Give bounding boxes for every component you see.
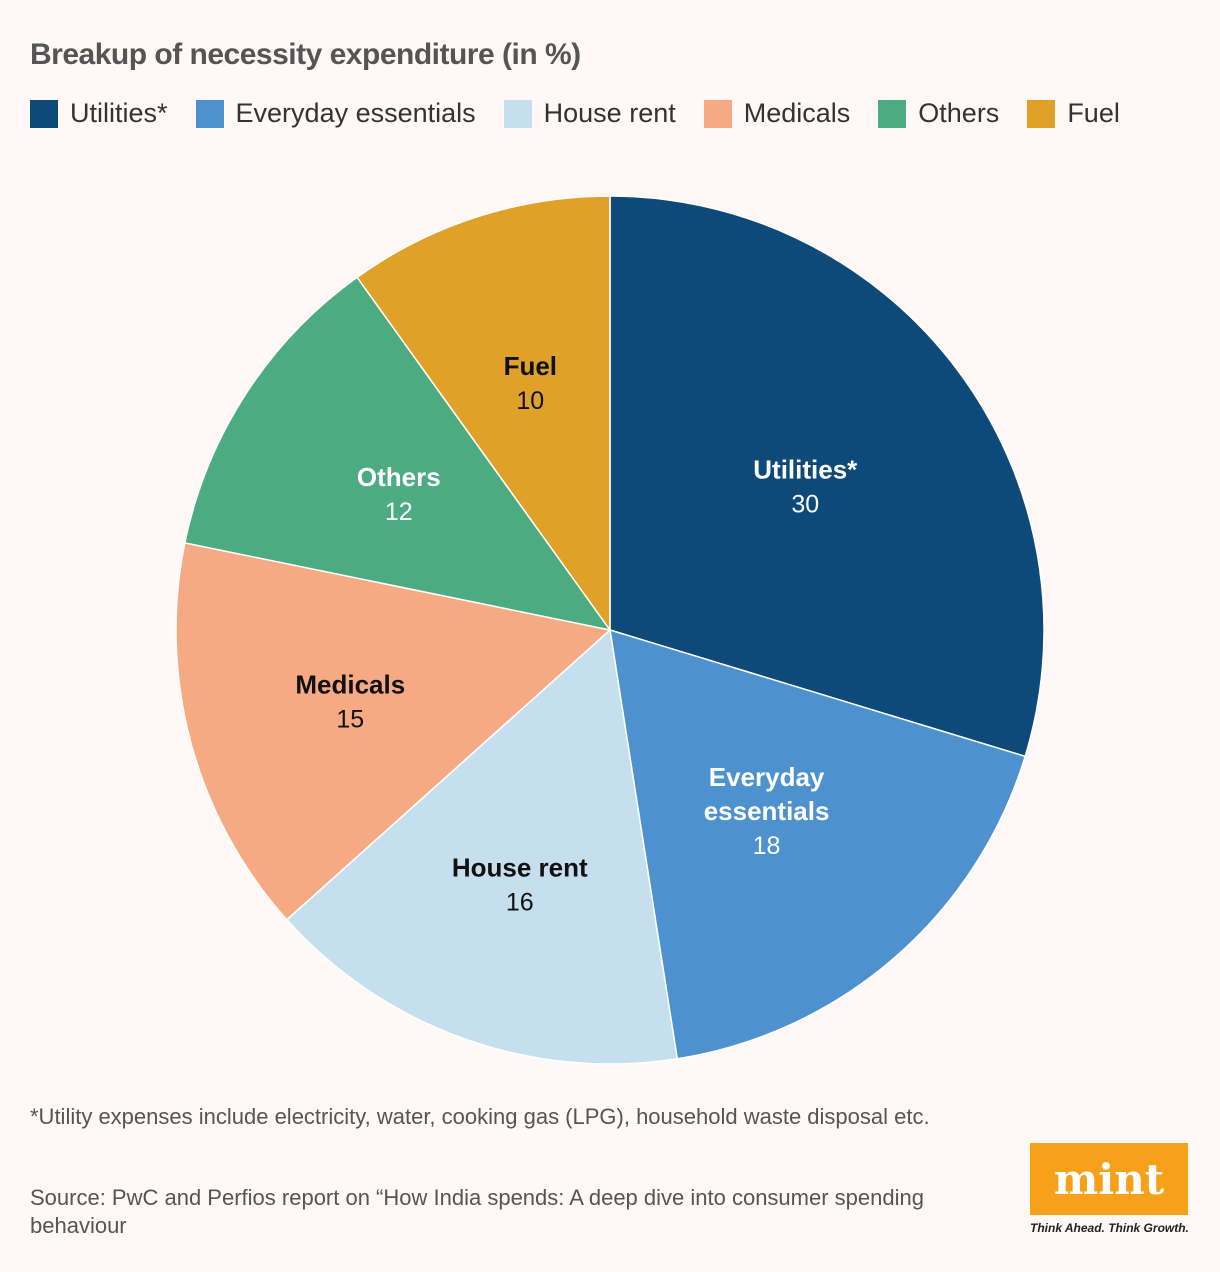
pie-slice: [356, 195, 611, 633]
legend-item: Medicals: [703, 98, 851, 129]
slice-value: 15: [336, 705, 364, 733]
legend-swatch: [30, 99, 58, 128]
source-note: Source: PwC and Perfios report on “How I…: [30, 1185, 924, 1238]
legend-swatch: [1027, 99, 1056, 128]
logo-tagline: Think Ahead. Think Growth.: [1030, 1221, 1189, 1235]
chart-title: Breakup of necessity expenditure (in %): [30, 38, 581, 71]
logo-box: mint: [1030, 1143, 1188, 1215]
legend: Utilities* Everyday essentials House ren…: [30, 98, 1148, 129]
legend-swatch: [878, 99, 907, 128]
slice-label: Fuel: [504, 351, 557, 381]
legend-label: House rent: [543, 98, 676, 128]
legend-item: Fuel: [1027, 98, 1120, 129]
legend-label: Fuel: [1067, 98, 1120, 128]
legend-item: Utilities*: [30, 98, 168, 129]
legend-label: Utilities*: [70, 98, 168, 128]
pie-slice: [175, 541, 612, 921]
slice-value: 10: [516, 387, 544, 415]
legend-swatch: [503, 99, 532, 128]
legend-label: Everyday essentials: [235, 98, 476, 128]
slice-label: Utilities*: [753, 454, 858, 484]
pie-slice: [285, 628, 679, 1065]
pie-slice: [609, 195, 1045, 758]
slice-value: 18: [753, 832, 781, 860]
slice-value: 30: [791, 490, 819, 518]
legend-item: Everyday essentials: [195, 98, 476, 129]
slice-label: essentials: [704, 796, 830, 826]
pie-slice: [183, 276, 612, 632]
pie-chart: Utilities* 30 Everyday essentials 18 House re…: [175, 195, 1045, 1065]
legend-label: Others: [918, 98, 1000, 128]
legend-label: Medicals: [743, 98, 851, 128]
pie-slice: [609, 628, 1027, 1060]
slice-value: 16: [506, 888, 534, 916]
legend-swatch: [195, 99, 224, 128]
legend-item: Others: [878, 98, 999, 129]
slice-label: Others: [357, 462, 441, 492]
slice-label: Everyday: [709, 762, 825, 792]
mint-logo: mint Think Ahead. Think Growth.: [1030, 1143, 1190, 1235]
slice-value: 12: [385, 498, 413, 526]
slice-label: Medicals: [295, 669, 405, 699]
footnote: *Utility expenses include electricity, w…: [30, 1104, 930, 1129]
slice-label: House rent: [452, 852, 588, 882]
legend-swatch: [703, 99, 732, 128]
legend-item: House rent: [503, 98, 676, 129]
